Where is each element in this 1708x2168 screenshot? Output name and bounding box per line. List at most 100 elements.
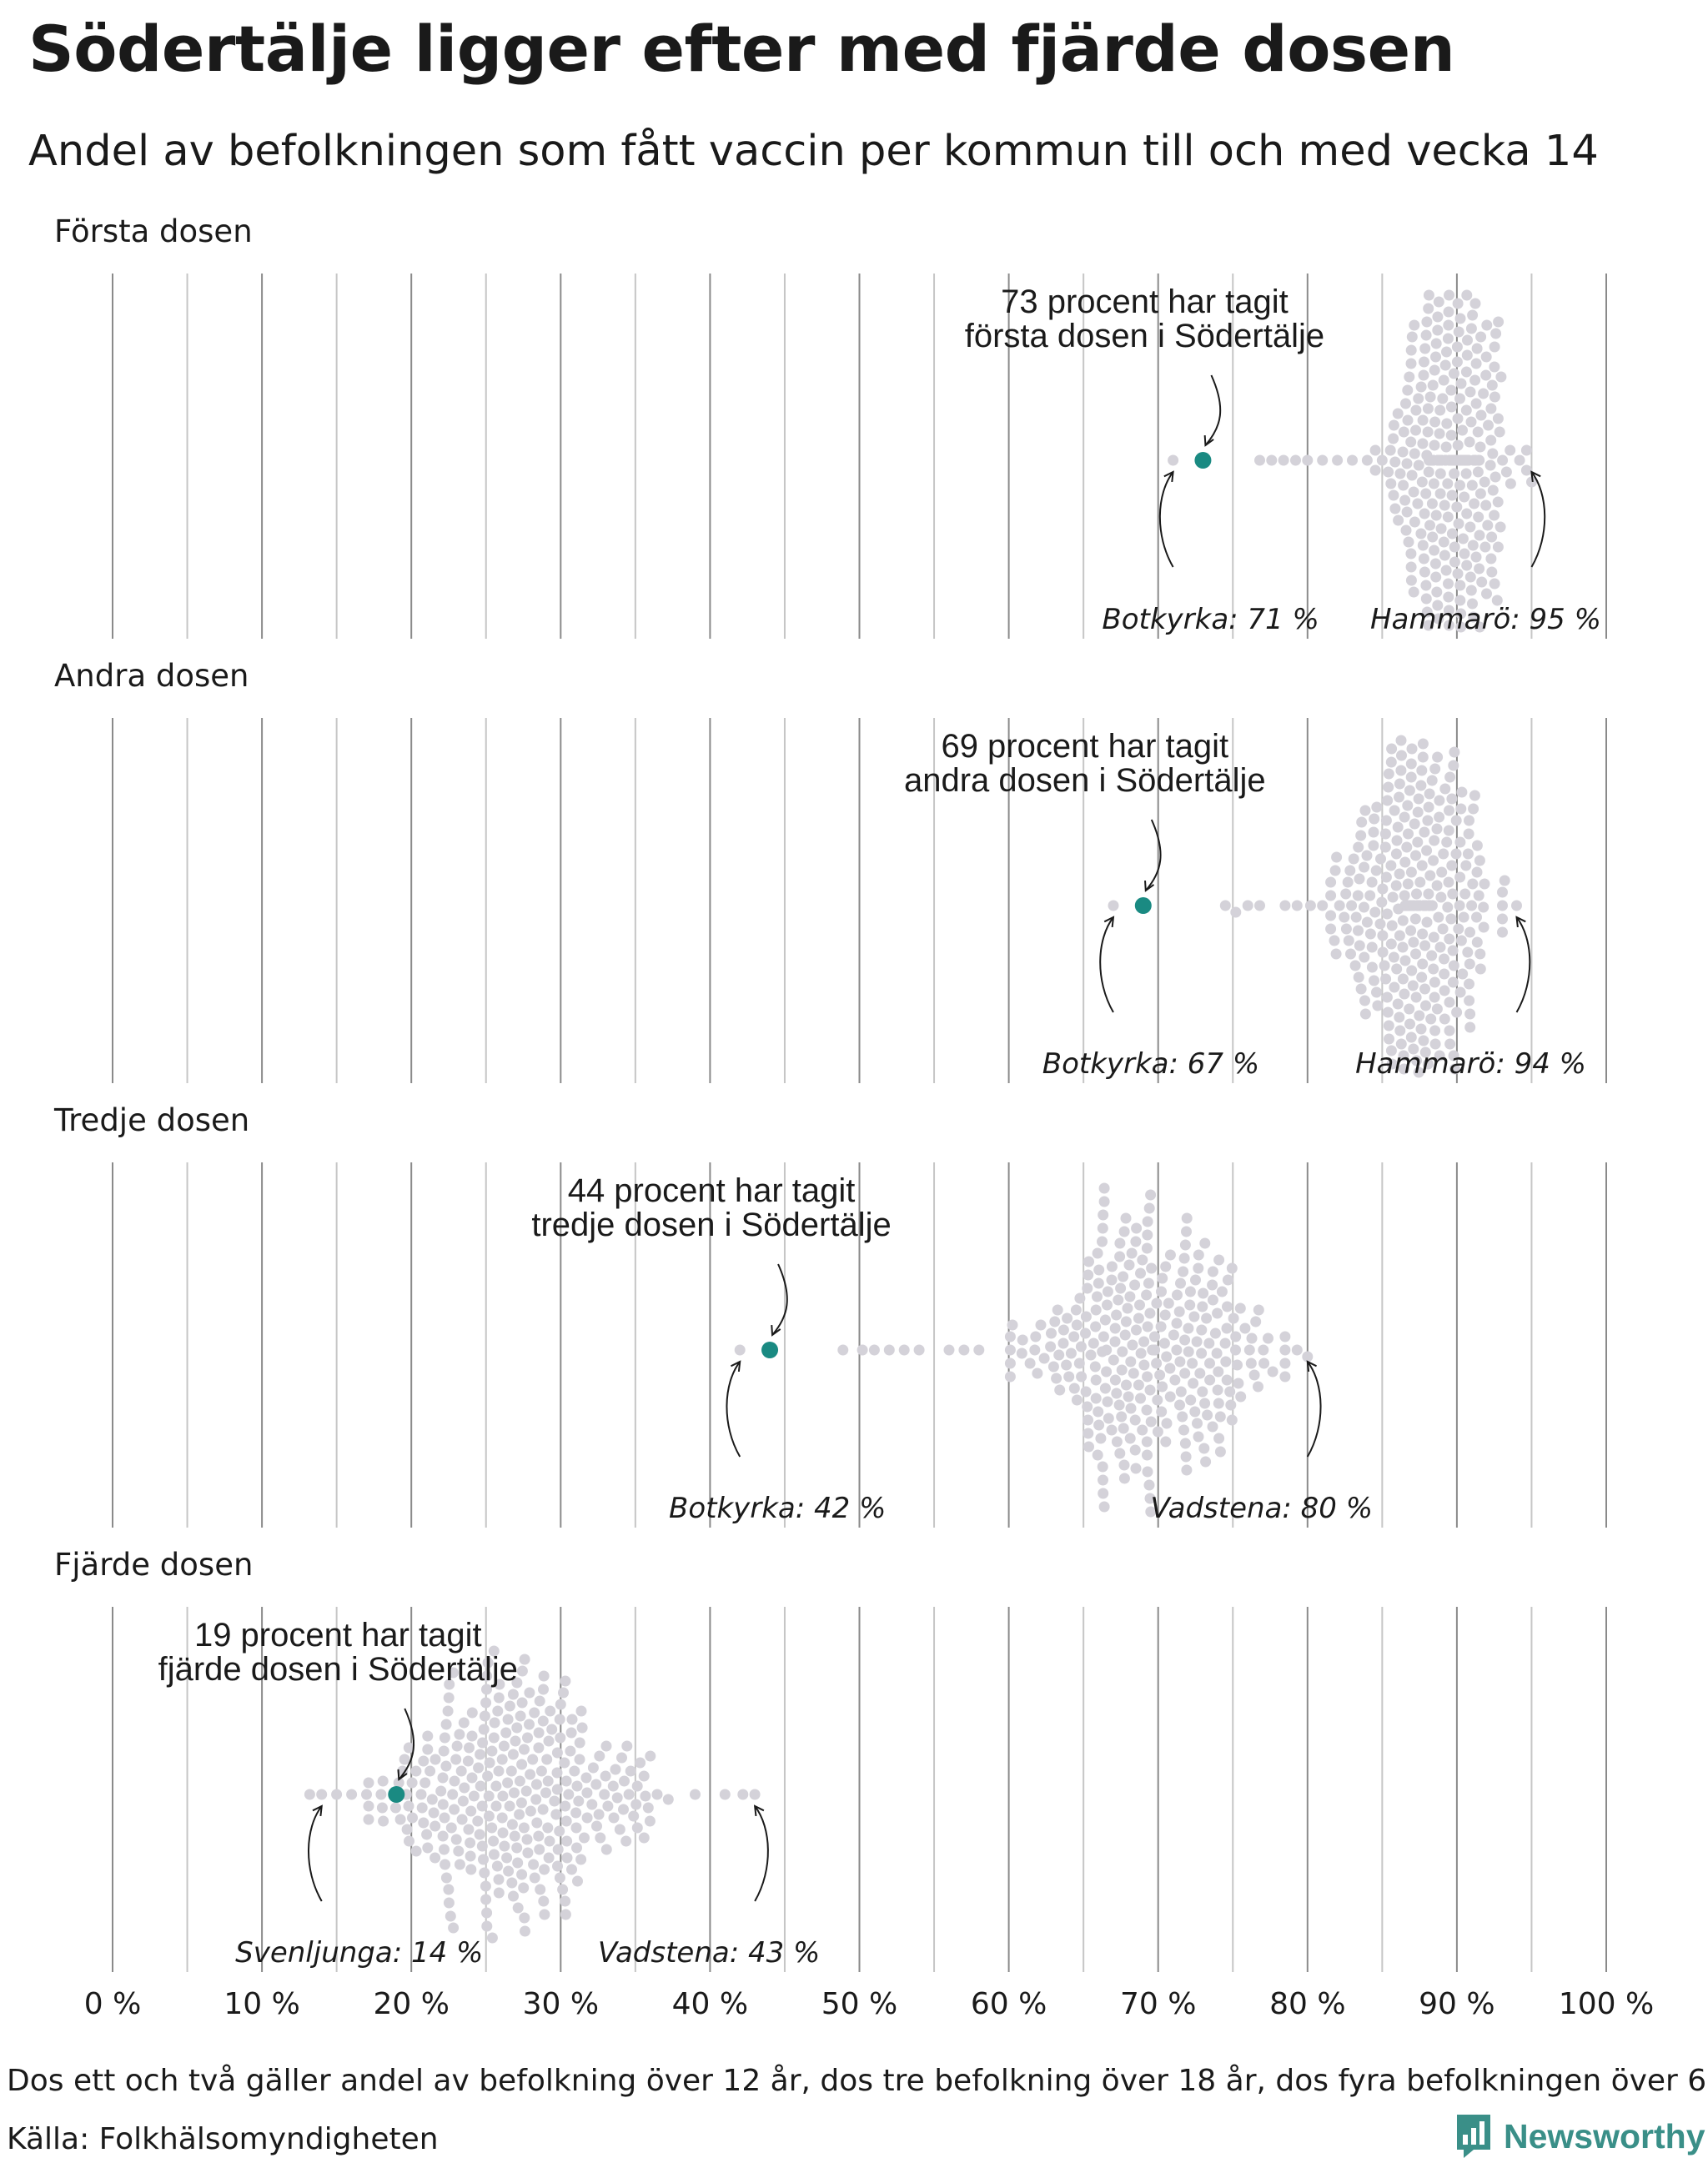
kommun-dot (1138, 1336, 1150, 1347)
kommun-dot (1435, 523, 1447, 534)
kommun-dot (1080, 1327, 1091, 1339)
kommun-dot (1464, 815, 1474, 826)
kommun-dot (516, 1759, 528, 1770)
kommun-dot (662, 1794, 674, 1805)
kommun-dot (1480, 499, 1492, 511)
kommun-dot (439, 1844, 450, 1855)
kommun-dot (1414, 1010, 1425, 1021)
kommun-dot (454, 1729, 465, 1740)
kommun-dot (1046, 1327, 1057, 1339)
kommun-dot (566, 1864, 577, 1875)
kommun-dot (1397, 446, 1409, 458)
kommun-dot (1457, 968, 1469, 980)
kommun-dot (1491, 595, 1503, 606)
kommun-dot (1146, 1262, 1158, 1274)
kommun-dot (1464, 571, 1476, 583)
kommun-dot (1131, 1222, 1143, 1234)
kommun-dot (1377, 883, 1389, 895)
kommun-dot (1396, 750, 1407, 761)
kommun-dot (1437, 923, 1449, 935)
kommun-dot (1097, 1222, 1108, 1234)
kommun-dot (1279, 900, 1291, 911)
kommun-dot (1489, 361, 1500, 373)
kommun-dot (1444, 289, 1454, 301)
kommun-dot (1174, 1356, 1186, 1368)
kommun-dot (1446, 860, 1458, 871)
kommun-dot (1063, 1371, 1075, 1383)
kommun-dot (1526, 476, 1537, 488)
kommun-dot (1221, 1322, 1233, 1334)
kommun-dot (1474, 441, 1486, 453)
kommun-dot (1437, 393, 1449, 404)
kommun-dot (1388, 433, 1399, 444)
kommun-dot (1399, 890, 1410, 901)
kommun-dot (479, 1710, 490, 1722)
kommun-dot (1432, 600, 1444, 611)
kommun-dot (1189, 1406, 1201, 1418)
kommun-dot (1429, 763, 1441, 775)
kommun-dot (518, 1882, 530, 1894)
kommun-dot (377, 1775, 389, 1787)
kommun-dot (1384, 444, 1396, 456)
kommun-dot (1024, 1358, 1036, 1369)
kommun-dot (543, 1735, 555, 1747)
kommun-dot (1413, 1066, 1424, 1078)
kommun-dot (1108, 1354, 1119, 1366)
kommun-dot (1514, 454, 1525, 466)
kommun-dot (457, 1795, 469, 1807)
kommun-dot (1348, 853, 1359, 865)
kommun-dot (1405, 758, 1417, 770)
kommun-dot (1073, 1358, 1085, 1369)
kommun-dot (1431, 880, 1443, 891)
kommun-dot (416, 1802, 428, 1814)
kommun-dot (346, 1789, 358, 1800)
kommun-dot (518, 1822, 530, 1834)
kommun-dot (1191, 1336, 1203, 1347)
kommun-dot (1440, 441, 1452, 453)
kommun-dot (1429, 416, 1441, 428)
kommun-dot (1420, 580, 1432, 591)
kommun-dot (719, 1789, 731, 1800)
kommun-dot (1372, 1000, 1384, 1011)
kommun-dot (1219, 900, 1231, 911)
min-kommun-label: Botkyrka: 71 % (1102, 603, 1319, 636)
kommun-dot (486, 1932, 498, 1944)
kommun-dot (1434, 811, 1445, 823)
kommun-dot (490, 1800, 502, 1812)
kommun-dot (488, 1645, 500, 1657)
kommun-dot (1421, 316, 1433, 328)
kommun-dot (543, 1852, 555, 1864)
kommun-dot (1384, 1033, 1394, 1045)
kommun-dot (1359, 901, 1369, 913)
max-arrow (1306, 1361, 1322, 1458)
kommun-dot (1133, 1379, 1144, 1391)
kommun-dot (549, 1795, 560, 1807)
kommun-dot (438, 1745, 450, 1757)
logo-text: Newsworthy (1504, 2116, 1705, 2155)
kommun-dot (1424, 391, 1436, 403)
kommun-dot (1511, 900, 1522, 911)
kommun-dot (1407, 980, 1419, 991)
kommun-dot (1361, 916, 1373, 928)
kommun-dot (1412, 806, 1424, 818)
kommun-dot (472, 1815, 484, 1827)
kommun-dot (1464, 926, 1475, 938)
kommun-dot (593, 1809, 605, 1820)
kommun-dot (565, 1745, 576, 1757)
kommun-dot (1145, 1416, 1157, 1428)
footnote: Dos ett och två gäller andel av befolkni… (7, 2064, 1708, 2098)
kommun-dot (1428, 931, 1439, 943)
kommun-dot (514, 1775, 525, 1787)
kommun-dot (503, 1865, 515, 1877)
kommun-dot (1082, 1401, 1093, 1413)
kommun-dot (1116, 1411, 1128, 1423)
kommun-dot (1427, 531, 1439, 543)
kommun-dot (1429, 439, 1440, 451)
kommun-dot (440, 1760, 452, 1772)
kommun-dot (1439, 1013, 1450, 1025)
kommun-dot (1500, 466, 1512, 478)
x-tick-label: 90 % (1419, 1987, 1494, 2021)
kommun-dot (1054, 1384, 1066, 1396)
kommun-dot (560, 1815, 572, 1827)
kommun-dot (1179, 1334, 1191, 1346)
